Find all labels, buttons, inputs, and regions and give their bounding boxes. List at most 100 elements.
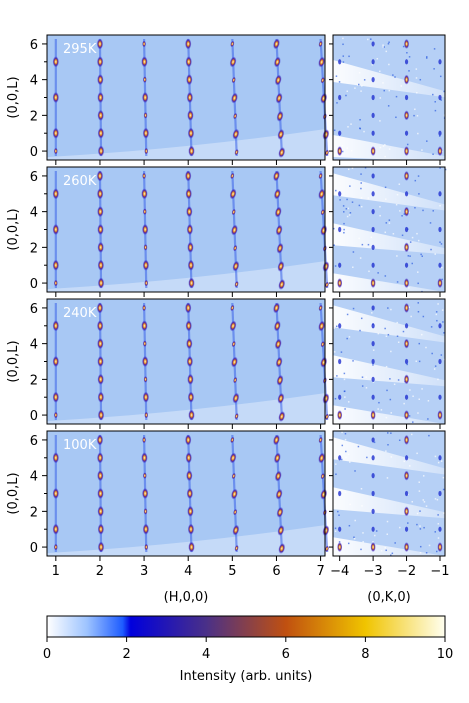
peak [230, 436, 235, 444]
speckle [346, 147, 348, 149]
panel-left-1: 260K 0 2 4 6 (0,0,L) [6, 166, 330, 297]
speckle [384, 275, 387, 277]
peak [371, 191, 375, 197]
speckle [361, 505, 363, 507]
speckle [384, 186, 387, 189]
peak [371, 244, 375, 250]
peak [186, 224, 194, 235]
peak [142, 391, 150, 403]
peak [337, 410, 343, 421]
peak [52, 259, 60, 271]
speckle [437, 537, 440, 539]
peak [233, 376, 238, 384]
peak [371, 394, 375, 400]
peak [187, 523, 195, 535]
speckle [417, 282, 419, 285]
speckle [344, 491, 347, 494]
speckle [383, 46, 385, 48]
speckle [436, 498, 439, 501]
speckle [437, 523, 440, 525]
speckle [443, 512, 445, 514]
peak [403, 38, 410, 49]
speckle [416, 115, 419, 117]
speckle [432, 153, 434, 155]
peak [233, 112, 238, 120]
speckle [416, 452, 418, 455]
speckle [351, 167, 354, 169]
speckle [334, 265, 337, 267]
speckle [421, 149, 423, 151]
speckle [359, 118, 361, 121]
speckle [342, 55, 345, 57]
peak [186, 74, 193, 86]
speckle [439, 75, 442, 78]
peak [338, 455, 342, 461]
speckle [333, 227, 335, 230]
peak [403, 374, 410, 385]
speckle [377, 408, 379, 410]
speckle [382, 82, 384, 84]
peak [96, 170, 104, 182]
speckle [418, 490, 421, 492]
speckle [359, 257, 362, 259]
speckle [347, 126, 349, 128]
speckle [342, 37, 344, 40]
speckle [339, 199, 341, 201]
temperature-label: 240K [63, 306, 97, 321]
peak [231, 472, 236, 480]
peak [438, 262, 442, 268]
speckle [409, 255, 411, 257]
speckle [390, 412, 393, 414]
peak [142, 523, 150, 535]
speckle [394, 76, 396, 78]
speckle [390, 308, 392, 311]
peak [338, 59, 342, 65]
speckle [443, 90, 445, 93]
speckle [385, 222, 388, 224]
x-axis-label-right: (0,K,0) [367, 590, 410, 605]
speckle [408, 287, 410, 289]
peak [371, 209, 375, 215]
peak [229, 188, 237, 200]
speckle [403, 460, 406, 463]
peak [338, 526, 342, 532]
peak [404, 262, 409, 268]
peak [404, 59, 409, 65]
speckle [423, 526, 425, 529]
y-tick-label: 6 [30, 302, 38, 317]
peak [97, 224, 104, 235]
peak [371, 526, 375, 532]
speckle [384, 231, 387, 234]
peak [322, 129, 330, 141]
speckle [333, 327, 335, 329]
speckle [360, 173, 362, 175]
peak [318, 320, 326, 332]
speckle [419, 528, 422, 530]
speckle [384, 547, 386, 549]
speckle [364, 167, 367, 169]
peak [320, 76, 325, 84]
speckle [395, 95, 398, 98]
speckle [359, 329, 361, 332]
speckle [382, 46, 384, 48]
speckle [338, 514, 340, 516]
peak [273, 452, 281, 464]
peak [371, 508, 375, 514]
speckle [335, 75, 338, 77]
peak [404, 455, 409, 461]
peak [97, 541, 105, 553]
peak [338, 323, 342, 329]
panel-right-3: −4 −3 −2 −1 [329, 430, 450, 579]
peak [141, 452, 148, 464]
x-tick-label: 1 [52, 564, 60, 579]
peak [230, 172, 235, 180]
peak [234, 148, 239, 156]
speckle [396, 193, 399, 196]
speckle [362, 541, 364, 543]
speckle [444, 168, 447, 171]
speckle [350, 150, 353, 152]
x-tick-label: −3 [364, 564, 383, 579]
peak [403, 410, 410, 421]
speckle [427, 400, 430, 402]
